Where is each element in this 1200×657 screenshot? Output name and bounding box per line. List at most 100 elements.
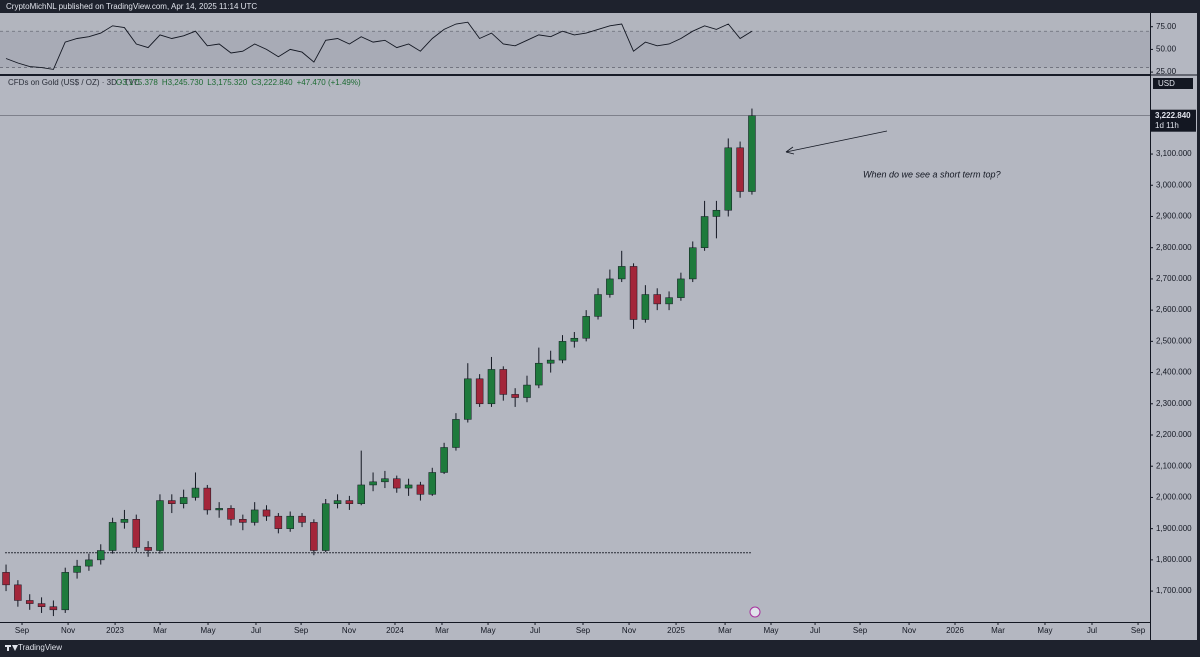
y-tick-label: 75.00 [1156, 22, 1177, 31]
candle-body [393, 478, 401, 489]
candle-body [736, 147, 744, 192]
y-tick-label: 2,400.000 [1156, 368, 1192, 377]
candle-body [239, 519, 247, 523]
candle-body [156, 500, 164, 551]
candle-body [688, 247, 697, 280]
y-tick-label: 1,700.000 [1156, 586, 1192, 595]
x-tick-label: Sep [294, 626, 309, 635]
candle-body [37, 603, 46, 607]
x-tick-label: Mar [991, 626, 1005, 635]
candle-body [499, 369, 508, 395]
candle-body [179, 497, 188, 504]
candle-body [464, 378, 472, 420]
y-tick-label: 25.00 [1156, 67, 1177, 76]
x-tick-label: 2026 [946, 626, 964, 635]
x-tick-label: Jul [530, 626, 540, 635]
candle-body [511, 394, 519, 398]
candle-body [381, 478, 389, 483]
candle-body [85, 559, 93, 567]
candle-body [132, 519, 141, 548]
x-tick-label: Jul [1087, 626, 1097, 635]
countdown: 1d 11h [1155, 121, 1179, 130]
candle-body [97, 550, 105, 561]
symbol-title: CFDs on Gold (US$ / OZ) · 3D · TVC [8, 78, 140, 87]
x-tick-label: May [763, 626, 778, 635]
candle-body [168, 500, 176, 504]
legend-value: L3,175.320 [207, 78, 248, 87]
candle-body [677, 278, 685, 298]
candle-body [120, 519, 129, 523]
candle-body [594, 294, 602, 317]
candle-body [487, 369, 496, 405]
annotation: When do we see a short term top? [863, 169, 1001, 179]
candle-body [416, 484, 425, 495]
candle-body [274, 515, 283, 529]
candle-body [61, 572, 69, 611]
x-tick-label: Sep [1131, 626, 1146, 635]
x-tick-label: Nov [61, 626, 75, 635]
rsi-band [0, 31, 1150, 68]
candle-body [653, 294, 661, 305]
currency-box [1153, 78, 1193, 89]
candle-body [49, 606, 58, 611]
x-tick-label: Sep [853, 626, 868, 635]
candle-body [333, 500, 342, 504]
candle-body [724, 147, 733, 211]
candle-body [227, 508, 235, 520]
candle-body [535, 362, 543, 386]
candle-body [582, 316, 590, 339]
candle-body [108, 522, 117, 551]
x-tick-label: 2023 [106, 626, 124, 635]
y-tick-label: 2,500.000 [1156, 336, 1192, 345]
footer-text: TradingView [18, 643, 62, 652]
y-tick-label: 2,100.000 [1156, 461, 1192, 470]
candle-body [144, 547, 152, 551]
x-tick-label: Jul [251, 626, 261, 635]
legend-value: +47.470 (+1.49%) [297, 78, 361, 87]
last-price-label: 3,222.840 [1155, 111, 1191, 120]
x-tick-label: Jul [810, 626, 820, 635]
candle-body [452, 419, 460, 448]
candle-body [404, 484, 413, 489]
time-axis [0, 622, 1150, 640]
x-tick-label: Nov [902, 626, 916, 635]
x-tick-label: May [480, 626, 495, 635]
candle-body [191, 487, 200, 498]
candle-body [700, 216, 709, 248]
main-pane [0, 76, 1150, 622]
candle-body [428, 472, 437, 495]
legend-value: O3,175.378 [116, 78, 158, 87]
candle-body [73, 565, 81, 573]
candle-body [14, 584, 22, 601]
x-tick-label: 2025 [667, 626, 685, 635]
last-price-box [1151, 109, 1196, 132]
x-tick-label: Mar [153, 626, 167, 635]
candle-body [321, 503, 330, 551]
candle-body [345, 500, 354, 504]
logo [5, 645, 18, 651]
candle-body [629, 266, 638, 320]
candle-body [25, 600, 34, 604]
x-tick-label: Mar [435, 626, 449, 635]
candle-body [286, 515, 294, 529]
candle-body [570, 337, 579, 342]
arrow-head [785, 146, 795, 155]
y-tick-label: 2,300.000 [1156, 399, 1192, 408]
candle-body [262, 509, 271, 517]
candle-body [748, 115, 756, 192]
candle-body [665, 297, 673, 305]
candle-body [298, 515, 306, 523]
y-tick-label: 3,100.000 [1156, 149, 1192, 158]
candle-body [310, 522, 318, 551]
x-tick-label: Sep [15, 626, 30, 635]
candle-body [357, 484, 365, 504]
rsi-line [5, 21, 753, 70]
candle-body [203, 487, 212, 511]
x-tick-label: Mar [718, 626, 732, 635]
price-axis [1150, 13, 1197, 640]
candle-body [606, 278, 614, 295]
candle-body [250, 509, 259, 523]
candle-body [546, 359, 555, 364]
x-tick-label: May [200, 626, 215, 635]
